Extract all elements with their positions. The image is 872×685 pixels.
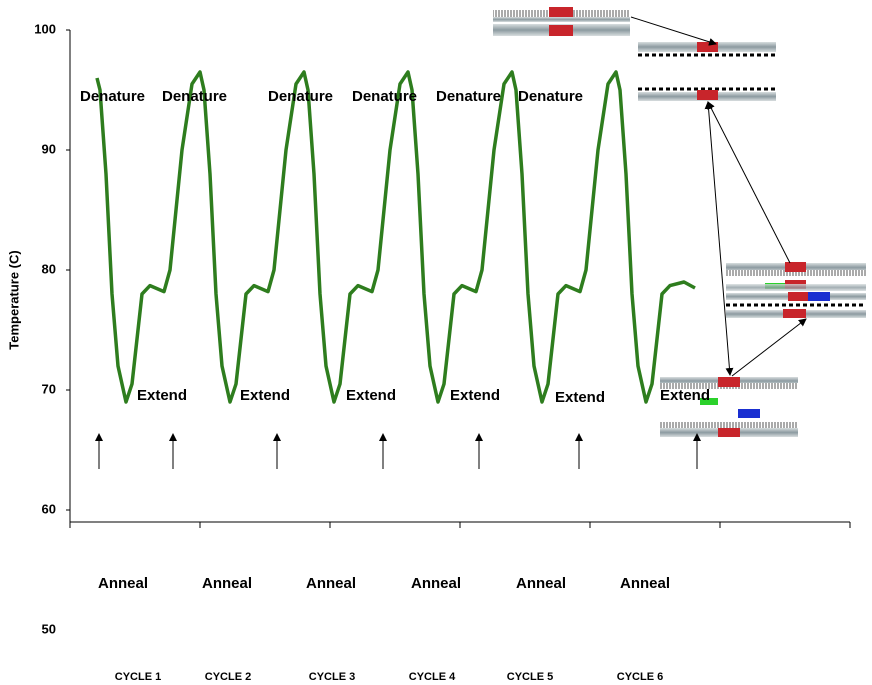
extend-label: Extend [450, 387, 500, 404]
y-tick-label: 100 [34, 21, 56, 36]
anneal-label: Anneal [516, 575, 566, 592]
anneal-label: Anneal [306, 575, 356, 592]
extend-label: Extend [346, 387, 396, 404]
denature-label: Denature [436, 88, 501, 105]
y-tick-label: 50 [42, 621, 56, 636]
extend-label: Extend [240, 387, 290, 404]
y-tick-label: 60 [42, 501, 56, 516]
anneal-label: Anneal [411, 575, 461, 592]
cycle-label: CYCLE 2 [205, 671, 251, 683]
cycle-label: CYCLE 6 [617, 671, 663, 683]
cycle-label: CYCLE 1 [115, 671, 161, 683]
denature-label: Denature [162, 88, 227, 105]
cycle-label: CYCLE 4 [409, 671, 456, 683]
y-tick-label: 90 [42, 141, 56, 156]
anneal-label: Anneal [620, 575, 670, 592]
y-tick-label: 70 [42, 381, 56, 396]
extend-label: Extend [137, 387, 187, 404]
y-axis-title: Temperature (C) [6, 250, 21, 349]
denature-label: Denature [518, 88, 583, 105]
anneal-label: Anneal [202, 575, 252, 592]
cycle-label: CYCLE 3 [309, 671, 355, 683]
step-arrows [99, 434, 697, 469]
cycle-label: CYCLE 5 [507, 671, 553, 683]
y-tick-label: 80 [42, 261, 56, 276]
denature-label: Denature [80, 88, 145, 105]
chart: Temperature (C) 50 60 70 80 90 100 Denature Den… [0, 0, 872, 685]
anneal-label: Anneal [98, 575, 148, 592]
extend-label: Extend [555, 389, 605, 406]
denature-label: Denature [268, 88, 333, 105]
temperature-line [97, 72, 695, 402]
extend-label: Extend [660, 387, 710, 404]
denature-label: Denature [352, 88, 417, 105]
